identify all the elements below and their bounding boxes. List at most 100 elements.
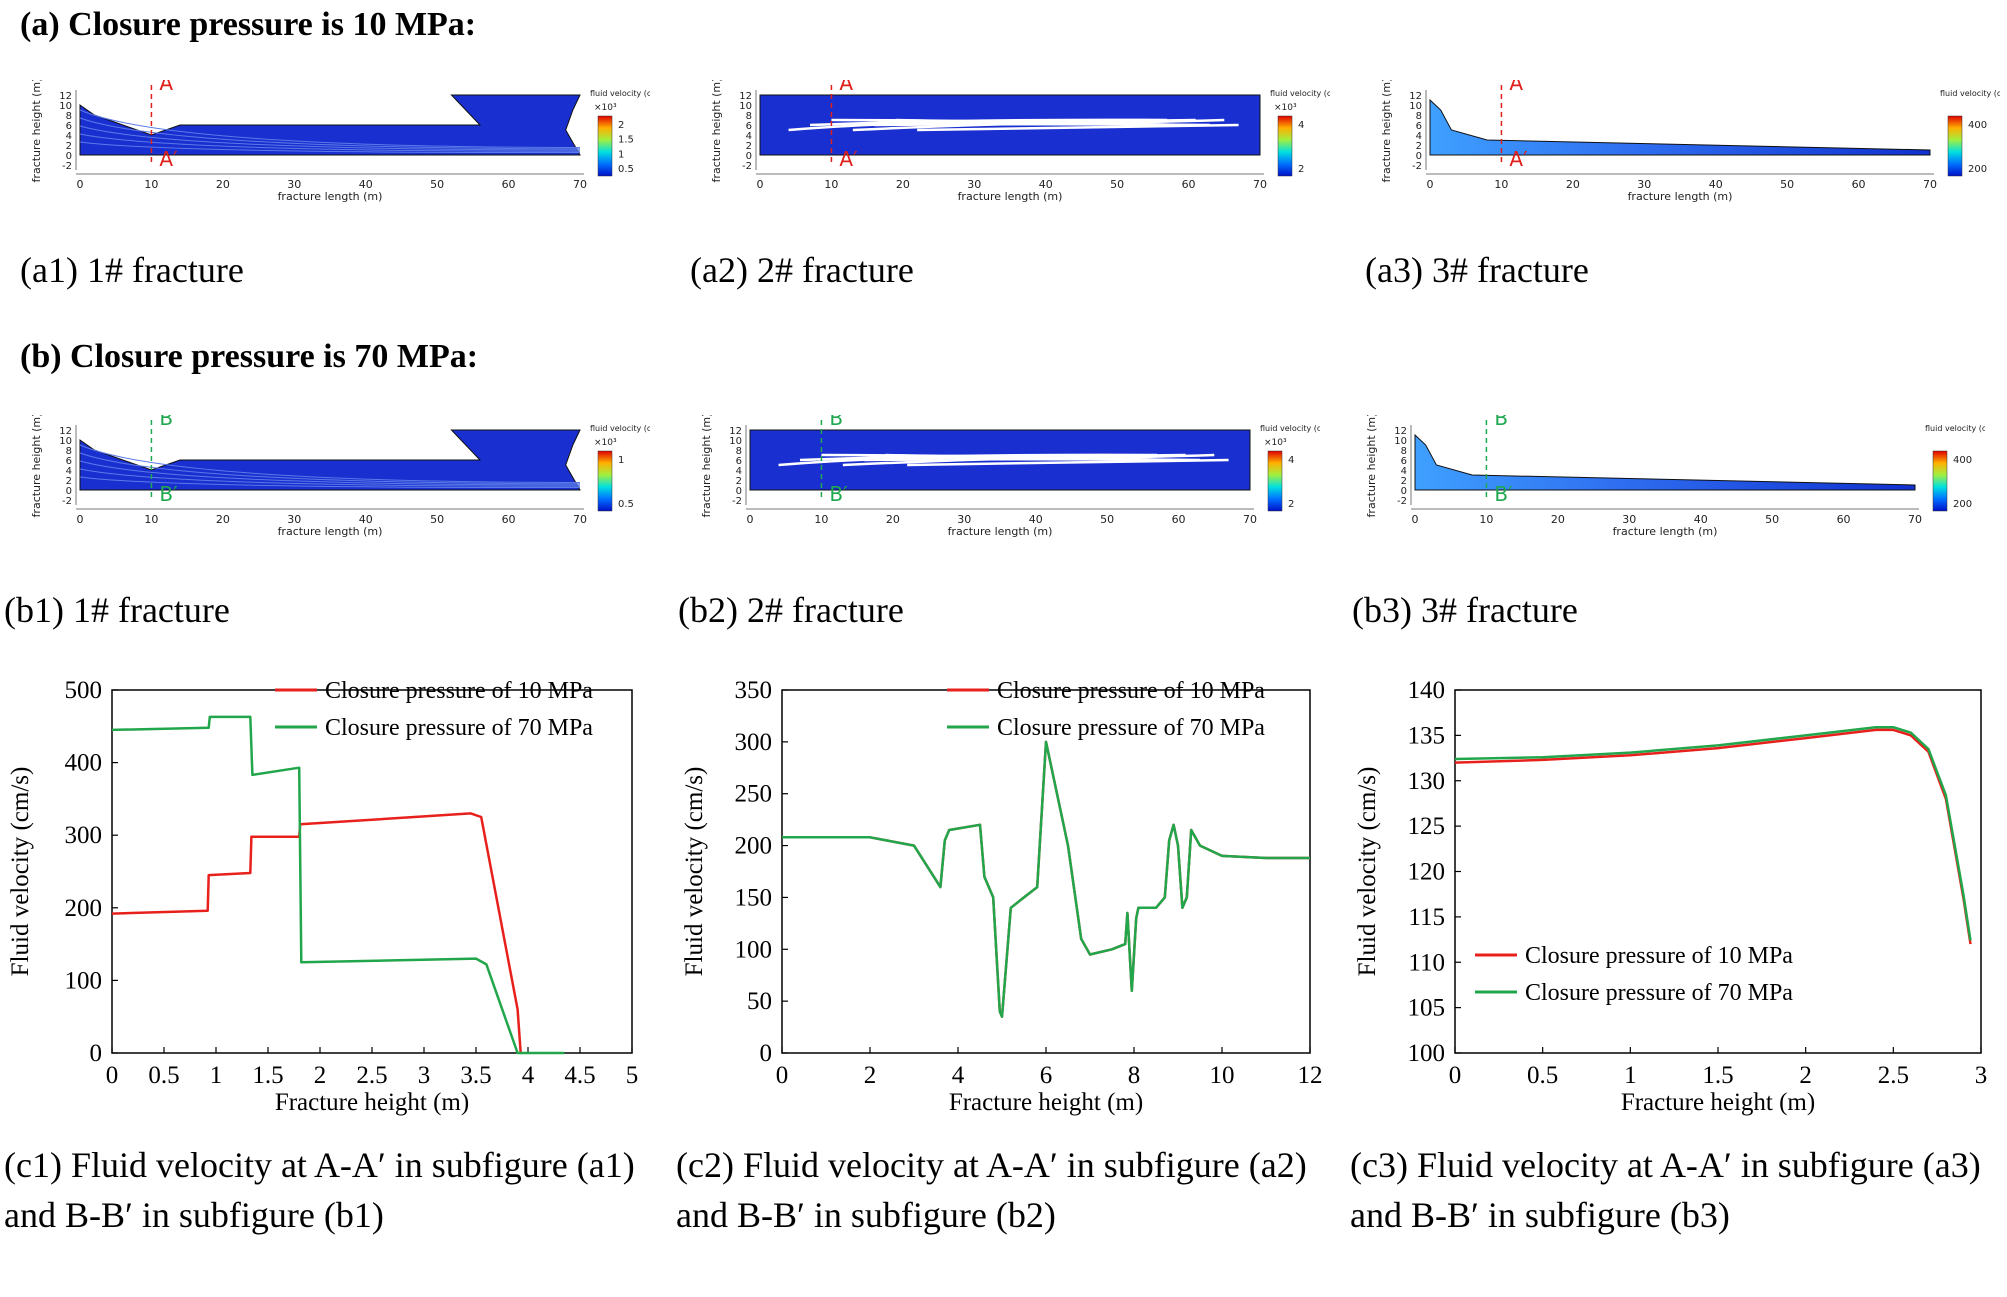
y-tick-label: 0 (66, 486, 72, 497)
x-tick-label: 20 (216, 178, 230, 191)
y-tick-label: 140 (1408, 677, 1446, 704)
x-tick-label: 2 (864, 1062, 877, 1089)
caption-a3: (a3) 3# fracture (1365, 250, 1589, 290)
plot-frame (111, 689, 633, 1054)
fracture-domain (79, 94, 581, 156)
colorbar-tick: 1 (618, 455, 624, 466)
y-tick-label: 0 (90, 1040, 103, 1067)
x-axis-label: fracture length (m) (278, 525, 383, 538)
streamline (79, 468, 581, 487)
y-tick-label: 10 (59, 101, 72, 112)
streamline (79, 460, 581, 486)
y-tick-label: 4 (66, 466, 72, 477)
x-tick-label: 0 (1427, 178, 1434, 191)
x-tick-label: 60 (1837, 513, 1851, 526)
y-tick-label: 6 (1401, 456, 1407, 467)
caption-c1: (c1) Fluid velocity at A-A′ in subfigure… (4, 1145, 635, 1235)
series-line-2 (1454, 725, 1972, 941)
x-tick-label: 8 (1128, 1062, 1141, 1089)
colorbar-title: fluid velocity (cm/s) (1270, 89, 1330, 98)
section-label-end: A′ (159, 147, 178, 171)
x-tick-label: 20 (896, 178, 910, 191)
streamline (864, 458, 1201, 462)
x-tick-label: 30 (287, 513, 301, 526)
x-tick-label: 0.5 (148, 1062, 179, 1089)
y-tick-label: 10 (729, 436, 742, 447)
x-tick-label: 0 (1449, 1062, 1462, 1089)
y-tick-label: 8 (736, 446, 742, 457)
x-tick-label: 2.5 (356, 1062, 387, 1089)
colorbar-title: fluid velocity (cm/s) (590, 424, 650, 433)
x-tick-label: 20 (1566, 178, 1580, 191)
x-tick-label: 40 (1029, 513, 1043, 526)
x-tick-label: 50 (1110, 178, 1124, 191)
y-tick-label: 10 (59, 436, 72, 447)
y-tick-label: 2 (1401, 476, 1407, 487)
x-tick-label: 70 (573, 178, 587, 191)
y-axis-label: fracture height (m) (1380, 80, 1393, 182)
y-tick-label: 2 (66, 141, 72, 152)
x-tick-label: 30 (957, 513, 971, 526)
fracture-domain (1414, 433, 1916, 491)
x-tick-label: 5 (626, 1062, 639, 1089)
y-tick-label: 12 (1394, 426, 1407, 437)
y-tick-label: 4 (66, 131, 72, 142)
x-tick-label: 10 (814, 513, 828, 526)
y-axis-label: Fluid velocity (cm/s) (681, 767, 708, 977)
streamline (79, 476, 581, 489)
colorbar-multiplier: ×10³ (1264, 438, 1287, 448)
legend-label: Closure pressure of 70 MPa (1525, 980, 1793, 1006)
x-tick-label: 3 (1975, 1062, 1988, 1089)
x-tick-label: 20 (1551, 513, 1565, 526)
y-tick-label: 4 (1401, 466, 1407, 477)
colorbar-title: fluid velocity (cm/s) (1925, 424, 1985, 433)
x-tick-label: 50 (1100, 513, 1114, 526)
series-line-1 (111, 812, 522, 1054)
x-tick-label: 50 (1780, 178, 1794, 191)
colorbar-tick: 0.5 (618, 499, 634, 510)
x-tick-label: 70 (573, 513, 587, 526)
fracture-domain (79, 429, 581, 491)
caption-a1: (a1) 1# fracture (20, 250, 244, 290)
chart-c3: 0 0.5 1 1.5 2 2.5 3 100 105 110 115 120 125 130 135 140… (1345, 660, 2007, 1140)
colorbar-tick: 0.5 (618, 164, 634, 175)
section-label-start: A (839, 80, 853, 95)
y-tick-label: 12 (59, 91, 72, 102)
y-tick-label: 2 (1416, 141, 1422, 152)
caption-b1: (b1) 1# fracture (4, 590, 230, 630)
x-tick-label: 3.5 (460, 1062, 491, 1089)
x-tick-label: 40 (359, 513, 373, 526)
colorbar (597, 450, 613, 512)
x-tick-label: 10 (1479, 513, 1493, 526)
colorbar (1947, 115, 1963, 177)
y-tick-label: 6 (746, 121, 752, 132)
caption-b2: (b2) 2# fracture (678, 590, 904, 630)
y-tick-label: 8 (1416, 111, 1422, 122)
colorbar-tick: 400 (1953, 455, 1972, 466)
y-tick-label: -2 (1412, 161, 1422, 172)
caption-a2: (a2) 2# fracture (690, 250, 914, 290)
x-tick-label: 10 (1210, 1062, 1235, 1089)
x-tick-label: 10 (144, 513, 158, 526)
colorbar-tick: 1 (618, 149, 624, 160)
x-tick-label: 50 (430, 178, 444, 191)
x-tick-label: 60 (502, 513, 516, 526)
legend-label: Closure pressure of 70 MPa (325, 715, 593, 741)
legend-label: Closure pressure of 10 MPa (997, 678, 1265, 704)
x-tick-label: 70 (1923, 178, 1937, 191)
x-tick-label: 6 (1040, 1062, 1053, 1089)
x-tick-label: 1 (1624, 1062, 1637, 1089)
x-tick-label: 30 (1637, 178, 1651, 191)
y-tick-label: 250 (735, 781, 773, 808)
x-axis-label: fracture length (m) (948, 525, 1053, 538)
y-axis-label: fracture height (m) (710, 80, 723, 182)
colorbar-multiplier: ×10³ (594, 103, 617, 113)
y-tick-label: 2 (66, 476, 72, 487)
legend-label: Closure pressure of 70 MPa (997, 715, 1265, 741)
y-tick-label: 0 (736, 486, 742, 497)
contour-panel-a3: 0 10 20 30 40 50 60 70 12 10 8 6 4 2 0 -2 fracture lengt… (1360, 71, 2007, 240)
x-tick-label: 40 (359, 178, 373, 191)
legend-label: Closure pressure of 10 MPa (325, 678, 593, 704)
